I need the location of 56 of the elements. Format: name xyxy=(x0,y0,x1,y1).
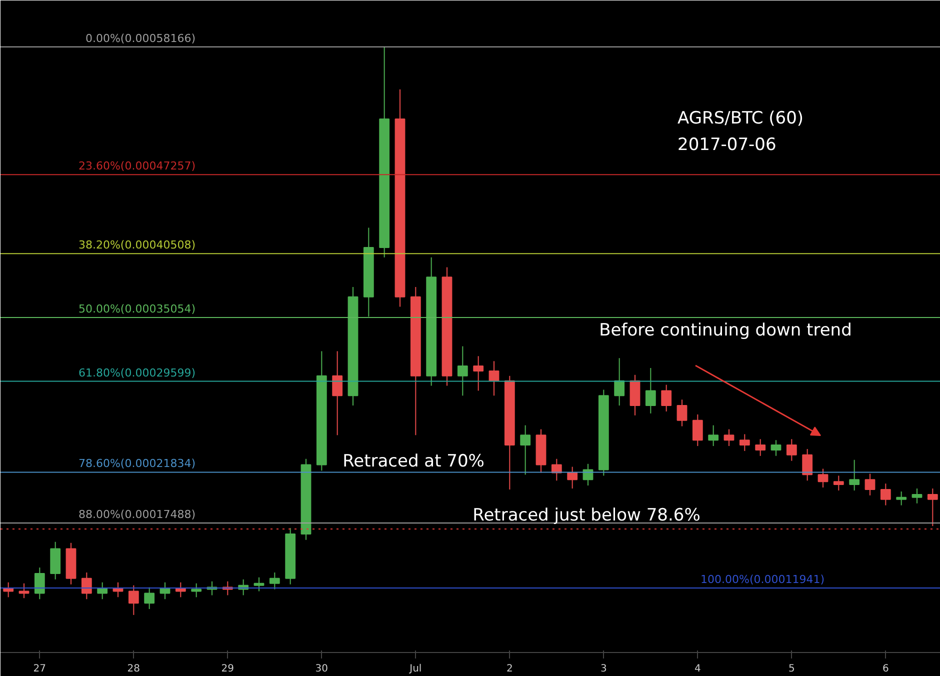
x-tick-label: 4 xyxy=(694,664,701,674)
candlestick xyxy=(912,488,922,504)
text: AGRS/BTC (60) xyxy=(678,108,804,128)
candlestick xyxy=(269,572,280,590)
candlestick xyxy=(128,584,139,616)
candlestick xyxy=(332,350,343,436)
candlestick xyxy=(818,468,828,488)
x-tick-label: 3 xyxy=(600,664,607,674)
x-tick-label: 6 xyxy=(882,664,889,674)
candlestick xyxy=(473,356,484,392)
candlestick xyxy=(833,475,844,491)
candlestick xyxy=(739,434,750,452)
ref-line-label: 50.00%(0.00035054) xyxy=(78,302,196,316)
ref-line-label: 0.00%(0.00058166) xyxy=(85,32,196,45)
candlestick xyxy=(770,440,782,456)
ref-line-label: 61.80%(0.00029599) xyxy=(78,366,196,380)
x-tick-label: Jul xyxy=(408,664,422,674)
candlestick xyxy=(896,490,907,506)
candlestick xyxy=(849,459,860,491)
candlestick xyxy=(880,483,891,506)
x-tick-label: 5 xyxy=(788,664,795,674)
candlestick xyxy=(144,586,155,610)
candlestick xyxy=(645,367,656,414)
x-tick-label: 28 xyxy=(127,664,140,674)
candlestick xyxy=(755,438,766,456)
candlestick xyxy=(864,473,876,496)
ref-line-label: 88.00%(0.00017488) xyxy=(78,508,196,522)
annotation: Retraced just below 78.6% xyxy=(472,506,700,526)
candlestick xyxy=(692,414,703,447)
candlestick xyxy=(567,466,578,490)
candlestick xyxy=(520,424,531,476)
candlestick xyxy=(81,572,92,600)
annotation: Retraced at 70% xyxy=(342,452,484,472)
candlestick xyxy=(488,360,500,396)
candlestick xyxy=(927,488,938,527)
candlestick xyxy=(676,399,688,427)
text: 2017-07-06 xyxy=(678,135,776,155)
x-tick-label: 30 xyxy=(315,664,328,674)
ref-line-label: 78.60%(0.00021834) xyxy=(78,457,196,470)
x-tick-label: 27 xyxy=(33,664,46,674)
candlestick xyxy=(254,576,264,592)
candlestick xyxy=(18,582,30,599)
candlestick xyxy=(661,384,672,412)
ref-line-label: 23.60%(0.00047257) xyxy=(78,160,196,173)
annotation: Before continuing down trend xyxy=(599,320,852,340)
candlestick xyxy=(724,428,734,447)
ref-line-label: 38.20%(0.00040508) xyxy=(78,238,196,252)
x-tick-label: 2 xyxy=(506,664,513,674)
candlestick xyxy=(614,358,625,406)
ref-line-label: 100.00%(0.00011941) xyxy=(700,572,825,586)
candlestick xyxy=(802,448,813,482)
candlestick xyxy=(708,424,719,447)
candlestick xyxy=(457,346,468,396)
candlestick xyxy=(34,567,45,600)
candlestick xyxy=(786,438,797,462)
x-tick-label: 29 xyxy=(221,664,234,674)
